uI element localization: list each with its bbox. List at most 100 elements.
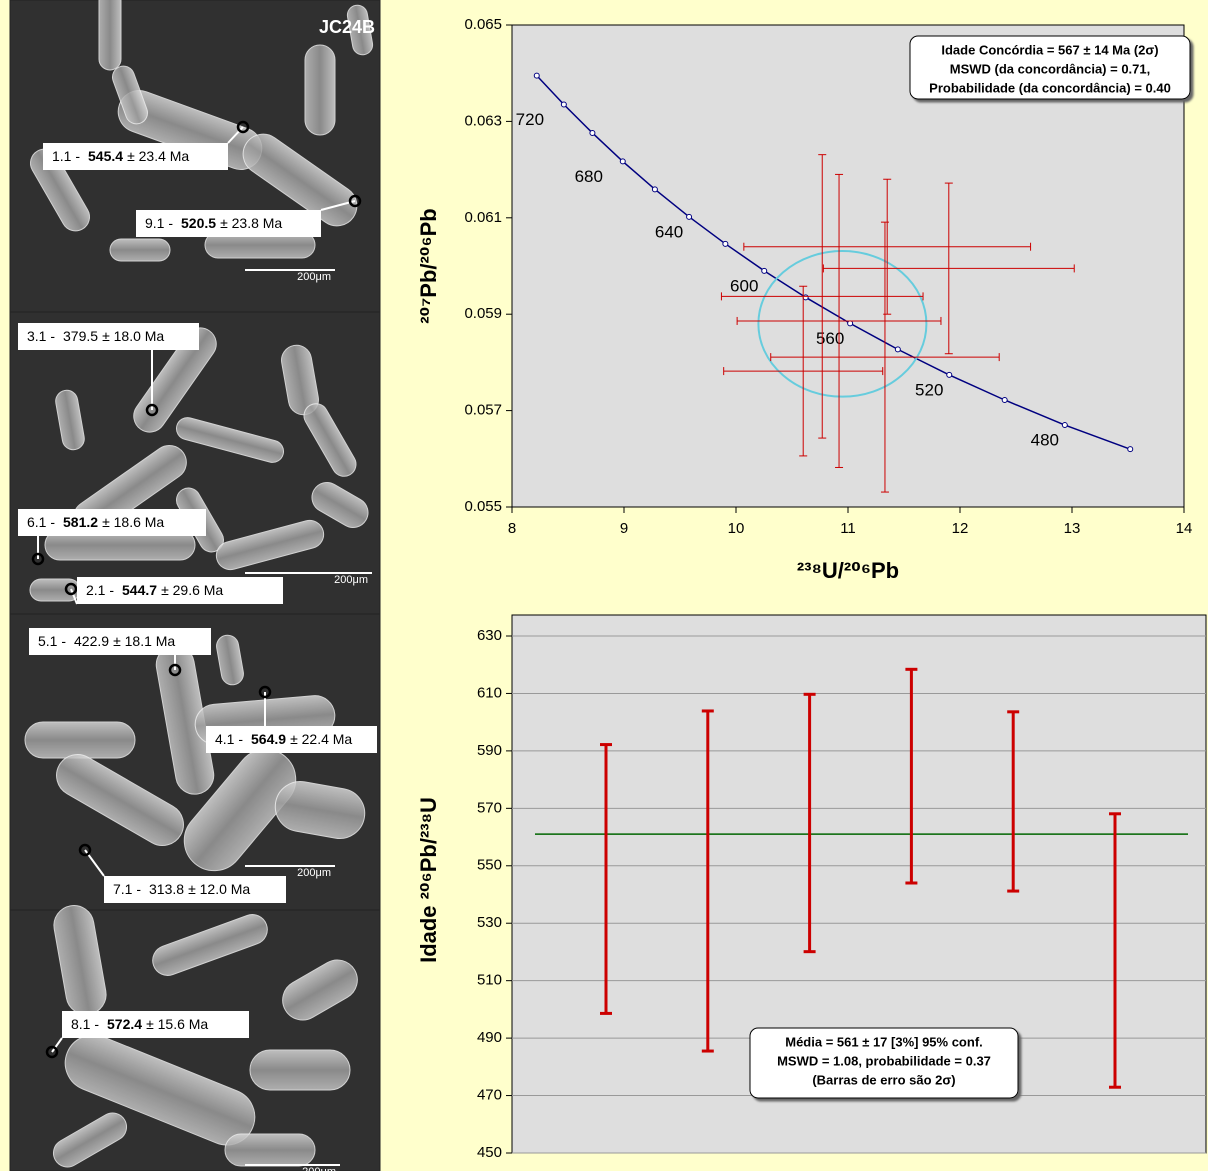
y-tick-label: 610 — [477, 684, 502, 701]
spot-label-box — [62, 1011, 249, 1038]
y-tick-label: 0.057 — [464, 402, 502, 419]
age-label: 600 — [730, 276, 758, 295]
age-marker — [589, 129, 596, 136]
y-tick-label: 450 — [477, 1144, 502, 1161]
x-tick-label: 12 — [952, 520, 969, 537]
age-marker — [1061, 422, 1068, 429]
y-tick-label: 510 — [477, 972, 502, 989]
y-tick-label: 470 — [477, 1087, 502, 1104]
annotation: MSWD (da concordância) = 0.71, — [950, 61, 1150, 76]
crystal — [215, 519, 325, 571]
spot-age: 564.9 — [251, 731, 286, 747]
crystal — [112, 65, 148, 125]
annotation: (Barras de erro são 2σ) — [812, 1072, 955, 1087]
spot-marker — [168, 663, 182, 677]
spot-marker — [78, 843, 92, 857]
spot-marker — [258, 685, 272, 699]
spot-age: 545.4 — [88, 148, 123, 164]
spot-id: 1.1 - — [52, 148, 80, 164]
spot-label-box — [18, 323, 199, 350]
x-tick-label: 9 — [620, 520, 628, 537]
age-marker — [761, 267, 768, 274]
leader-line — [70, 588, 78, 605]
age-label: 480 — [1031, 431, 1059, 450]
spot-error: ± 15.6 Ma — [146, 1016, 208, 1032]
age-marker — [651, 186, 658, 193]
age-label: 520 — [915, 380, 943, 399]
spot-error: ± 22.4 Ma — [290, 731, 352, 747]
age-marker — [619, 158, 626, 165]
spot-label: 2.1 - 544.7 ± 29.6 Ma — [86, 582, 223, 598]
y-tick-label: 530 — [477, 914, 502, 931]
annotation: Idade Concórdia = 567 ± 14 Ma (2σ) — [941, 42, 1158, 57]
spot-marker — [64, 582, 78, 596]
y-tick-label: 0.063 — [464, 112, 502, 129]
spot-label-box — [77, 577, 283, 604]
y-tick-label: 630 — [477, 627, 502, 644]
crystal — [56, 754, 184, 846]
crystal — [216, 634, 244, 686]
crystal — [303, 403, 357, 477]
y-tick-label: 570 — [477, 799, 502, 816]
crystal — [152, 914, 268, 976]
annotation-box — [909, 35, 1191, 100]
spot-error: ± 18.0 Ma — [102, 328, 164, 344]
x-tick-label: 13 — [1064, 520, 1081, 537]
spot-error: ± 23.8 Ma — [220, 215, 282, 231]
age-marker — [802, 294, 809, 301]
spot-label-box — [29, 628, 211, 655]
age-marker — [1127, 446, 1134, 453]
crystal — [175, 417, 285, 463]
spot-age: 379.5 — [63, 328, 98, 344]
annotation: Probabilidade (da concordância) = 0.40 — [929, 80, 1171, 95]
spot-id: 8.1 - — [71, 1016, 99, 1032]
spot-id: 9.1 - — [145, 215, 173, 231]
spot-label: 9.1 - 520.5 ± 23.8 Ma — [145, 215, 282, 231]
spot-marker — [145, 403, 159, 417]
x-tick-label: 11 — [840, 520, 856, 537]
age-marker — [847, 320, 854, 327]
spot-label-box — [206, 726, 377, 753]
spot-marker — [348, 194, 362, 208]
scale-bar-label: 200μm — [334, 574, 368, 586]
spot-marker — [45, 1045, 59, 1059]
spot-marker — [31, 552, 45, 566]
crystal — [98, 0, 122, 71]
spot-label-box — [104, 876, 286, 903]
spot-label: 4.1 - 564.9 ± 22.4 Ma — [215, 731, 352, 747]
spot-label: 8.1 - 572.4 ± 15.6 Ma — [71, 1016, 208, 1032]
spot-marker — [236, 120, 250, 134]
spot-label-box — [18, 509, 206, 536]
age-marker — [1001, 396, 1008, 403]
spot-id: 2.1 - — [86, 582, 114, 598]
crystal — [311, 482, 369, 528]
x-tick-label: 8 — [508, 520, 516, 537]
scale-bar-label: 200μm — [297, 271, 331, 283]
x-tick-label: 14 — [1176, 520, 1193, 537]
crystal — [24, 721, 136, 759]
y-axis-title: ²⁰⁷Pb/²⁰⁶Pb — [416, 208, 441, 323]
scale-bar-label: 200μm — [302, 1166, 336, 1171]
crystal — [346, 4, 374, 56]
spot-label: 7.1 - 313.8 ± 12.0 Ma — [113, 881, 250, 897]
spot-label: 5.1 - 422.9 ± 18.1 Ma — [38, 633, 175, 649]
age-label: 640 — [655, 222, 683, 241]
spot-id: 7.1 - — [113, 881, 141, 897]
crystal — [29, 578, 81, 602]
crystal — [55, 389, 85, 451]
spot-label: 6.1 - 581.2 ± 18.6 Ma — [27, 514, 164, 530]
crystal — [183, 748, 297, 872]
y-axis-title: Idade ²⁰⁶Pb/²³⁸U — [416, 797, 441, 963]
x-axis-title: ²³⁸U/²⁰⁶Pb — [797, 558, 899, 583]
spot-error: ± 18.1 Ma — [113, 633, 175, 649]
plot-area — [511, 24, 1185, 508]
sample-label: JC24B — [319, 17, 375, 37]
age-label: 560 — [816, 329, 844, 348]
x-tick-label: 10 — [728, 520, 745, 537]
age-label: 680 — [575, 167, 603, 186]
y-tick-label: 0.055 — [464, 498, 502, 515]
y-tick-label: 0.065 — [464, 16, 502, 33]
y-tick-label: 490 — [477, 1029, 502, 1046]
spot-age: 313.8 — [149, 881, 184, 897]
